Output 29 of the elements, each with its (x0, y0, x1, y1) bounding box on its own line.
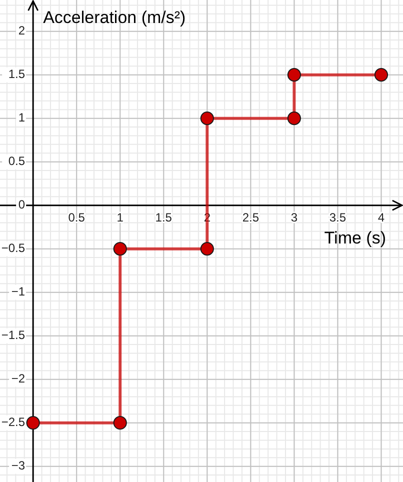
y-tick-label: −1.5 (1, 328, 26, 342)
x-tick-label: 2.5 (242, 210, 260, 224)
y-tick-label: 1.5 (8, 66, 26, 81)
y-tick-label: 1 (18, 110, 26, 124)
y-tick-label: −2 (11, 372, 26, 386)
x-tick-label: 2 (204, 210, 211, 224)
x-tick-label: 3.5 (329, 210, 346, 224)
point (26, 416, 40, 430)
x-tick-label: 0.5 (68, 210, 86, 224)
y-tick-label: −1 (11, 284, 26, 299)
point (113, 416, 127, 430)
x-tick-label: 1.5 (155, 210, 172, 224)
x-tick-label: 4 (378, 210, 385, 224)
y-tick-label: −3 (11, 458, 26, 473)
y-tick-label: 0.5 (8, 154, 26, 168)
y-tick-label: 2 (18, 23, 26, 38)
y-axis-title: Acceleration (m/s²) (43, 8, 186, 27)
point (287, 112, 301, 126)
point (287, 68, 301, 82)
point (374, 68, 388, 82)
y-tick-label: 0 (18, 198, 26, 212)
y-tick-label: −0.5 (1, 241, 26, 255)
point (113, 242, 127, 256)
y-tick-label: −2.5 (1, 415, 26, 430)
x-tick-label: 1 (116, 210, 124, 224)
point (200, 242, 214, 256)
x-axis-title: Time (s) (324, 228, 386, 248)
x-tick-label: 3 (290, 210, 298, 224)
point (200, 112, 214, 126)
